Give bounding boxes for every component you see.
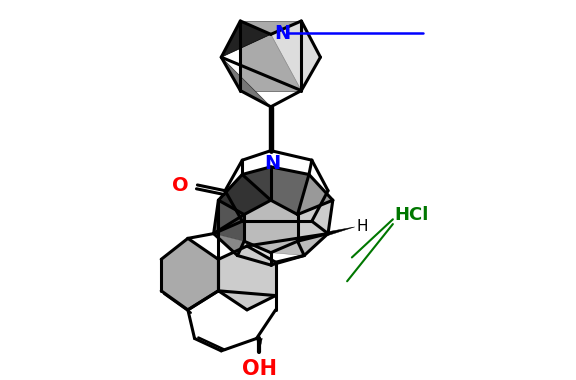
Polygon shape (218, 246, 275, 310)
Text: H: H (357, 219, 368, 234)
Polygon shape (244, 200, 298, 253)
Polygon shape (221, 57, 271, 107)
Text: N: N (264, 154, 281, 173)
Polygon shape (242, 167, 271, 215)
Polygon shape (221, 21, 271, 57)
Polygon shape (214, 200, 244, 241)
Text: OH: OH (242, 359, 277, 380)
Polygon shape (214, 234, 244, 255)
Polygon shape (240, 21, 301, 90)
Polygon shape (271, 167, 309, 215)
Polygon shape (298, 174, 333, 215)
Polygon shape (161, 238, 218, 310)
Polygon shape (218, 174, 271, 215)
Polygon shape (271, 21, 320, 90)
Text: O: O (172, 176, 189, 195)
Polygon shape (271, 234, 328, 255)
Polygon shape (298, 200, 333, 241)
Polygon shape (237, 241, 271, 265)
Polygon shape (256, 339, 262, 352)
Polygon shape (328, 227, 355, 236)
Text: N: N (275, 24, 291, 43)
Text: HCl: HCl (395, 206, 429, 223)
